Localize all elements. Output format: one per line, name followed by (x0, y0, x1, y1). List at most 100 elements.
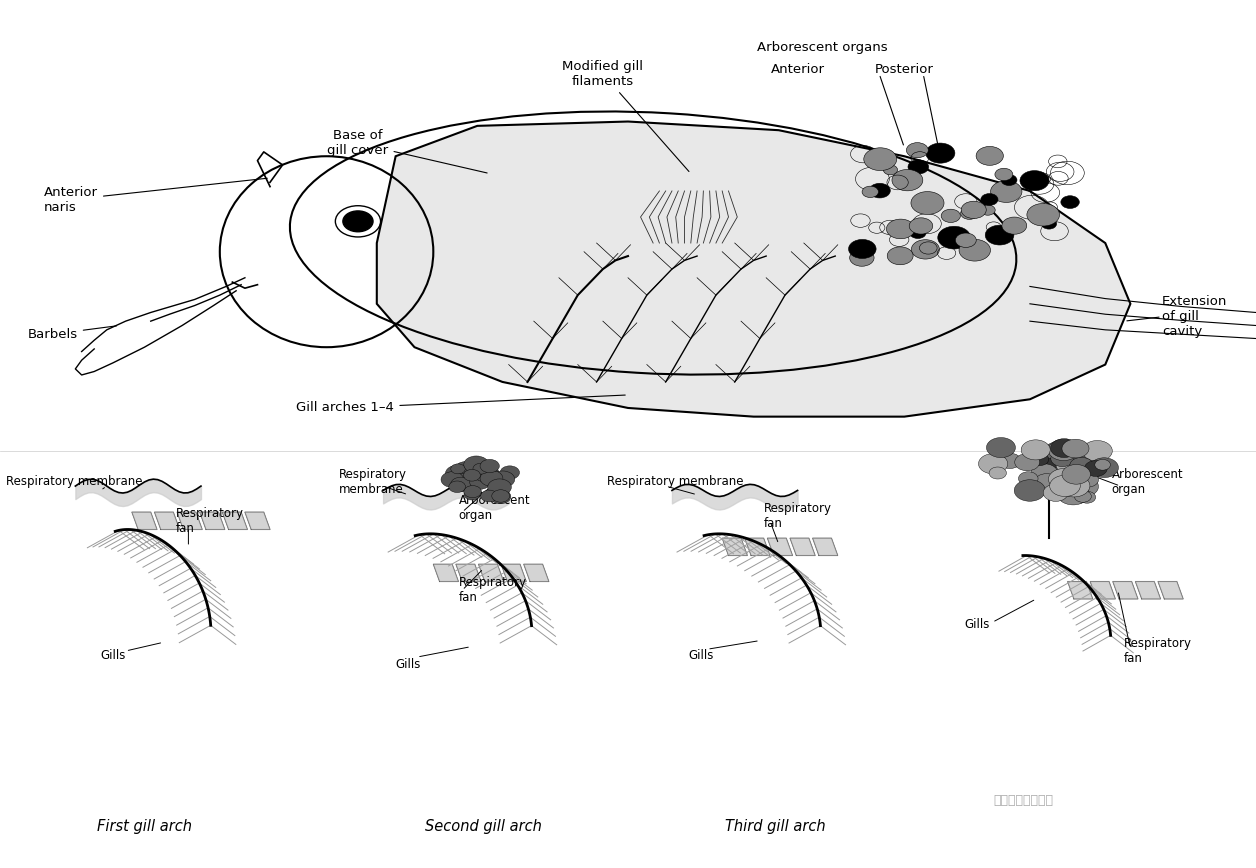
Polygon shape (1068, 582, 1093, 599)
Circle shape (1054, 477, 1080, 494)
Circle shape (1056, 457, 1079, 473)
Polygon shape (132, 512, 157, 529)
Circle shape (1048, 468, 1068, 481)
Polygon shape (433, 564, 458, 582)
Circle shape (908, 160, 928, 174)
Circle shape (849, 240, 877, 259)
Circle shape (986, 437, 1015, 457)
Circle shape (457, 466, 472, 476)
Circle shape (909, 227, 926, 239)
Circle shape (1084, 461, 1108, 477)
Text: Base of
gill cover: Base of gill cover (328, 129, 487, 173)
Text: Respiratory
fan: Respiratory fan (1124, 637, 1192, 665)
Text: Arborescent
organ: Arborescent organ (1112, 468, 1183, 496)
Polygon shape (177, 512, 202, 529)
Circle shape (961, 207, 978, 220)
Polygon shape (456, 564, 481, 582)
Circle shape (448, 481, 466, 492)
Circle shape (475, 468, 495, 482)
Text: Extension
of gill
cavity: Extension of gill cavity (1162, 295, 1227, 339)
Circle shape (926, 143, 955, 163)
Circle shape (463, 456, 489, 473)
Circle shape (862, 186, 878, 198)
Circle shape (1030, 453, 1049, 465)
Circle shape (451, 477, 471, 491)
Text: Respiratory
membrane: Respiratory membrane (339, 468, 407, 496)
Text: First gill arch: First gill arch (97, 819, 192, 834)
Polygon shape (790, 538, 815, 556)
Circle shape (912, 240, 939, 259)
Polygon shape (501, 564, 526, 582)
Circle shape (463, 470, 480, 481)
Circle shape (490, 490, 511, 503)
Text: 水生动物健康评估: 水生动物健康评估 (993, 794, 1054, 806)
Polygon shape (524, 564, 549, 582)
Circle shape (995, 168, 1012, 181)
Polygon shape (154, 512, 180, 529)
Circle shape (1001, 174, 1017, 186)
Circle shape (978, 454, 1007, 474)
Circle shape (1063, 477, 1084, 491)
Circle shape (481, 490, 497, 502)
Text: Arborescent
organ: Arborescent organ (458, 494, 530, 522)
Polygon shape (1135, 582, 1161, 599)
Text: Respiratory
fan: Respiratory fan (458, 576, 526, 604)
Polygon shape (722, 538, 747, 556)
Circle shape (452, 464, 466, 473)
Circle shape (1031, 464, 1058, 483)
Circle shape (1058, 483, 1089, 505)
Circle shape (999, 453, 1021, 469)
Circle shape (1022, 443, 1040, 456)
Circle shape (892, 169, 923, 191)
Circle shape (1019, 472, 1037, 485)
Text: Barbels: Barbels (28, 326, 117, 340)
Circle shape (1068, 442, 1083, 452)
Circle shape (1058, 475, 1090, 497)
Circle shape (1044, 442, 1074, 463)
Circle shape (1061, 195, 1079, 208)
Circle shape (1035, 474, 1059, 490)
Polygon shape (222, 512, 247, 529)
Polygon shape (245, 512, 270, 529)
Circle shape (956, 233, 976, 247)
Circle shape (887, 219, 914, 239)
Circle shape (1015, 480, 1045, 501)
Circle shape (1015, 454, 1040, 470)
Circle shape (961, 201, 986, 219)
Circle shape (491, 475, 507, 485)
Circle shape (1041, 458, 1060, 471)
Circle shape (849, 249, 874, 266)
Text: Gills: Gills (100, 649, 126, 661)
Circle shape (1049, 439, 1079, 461)
Circle shape (883, 165, 898, 174)
Text: Gills: Gills (688, 649, 713, 661)
Circle shape (1070, 457, 1093, 474)
Circle shape (1095, 459, 1110, 470)
Circle shape (991, 181, 1022, 202)
Circle shape (1020, 171, 1049, 191)
Circle shape (981, 194, 999, 206)
Circle shape (1049, 469, 1079, 490)
Circle shape (1083, 441, 1113, 461)
Circle shape (976, 147, 1004, 165)
Polygon shape (1113, 582, 1138, 599)
Polygon shape (813, 538, 838, 556)
Polygon shape (479, 564, 504, 582)
Text: Gills: Gills (396, 658, 421, 670)
Text: Arborescent organs: Arborescent organs (757, 42, 888, 54)
Polygon shape (1090, 582, 1115, 599)
Circle shape (892, 248, 912, 262)
Text: Anterior
naris: Anterior naris (44, 178, 268, 214)
Circle shape (1035, 205, 1049, 214)
Circle shape (1044, 484, 1068, 502)
Polygon shape (767, 538, 793, 556)
Text: Gills: Gills (965, 619, 990, 631)
Circle shape (1065, 467, 1094, 487)
Circle shape (1027, 203, 1060, 226)
Circle shape (1050, 438, 1078, 457)
Circle shape (463, 485, 481, 497)
Circle shape (1090, 464, 1109, 477)
Circle shape (911, 192, 945, 214)
Circle shape (491, 471, 515, 488)
Circle shape (1063, 464, 1090, 484)
